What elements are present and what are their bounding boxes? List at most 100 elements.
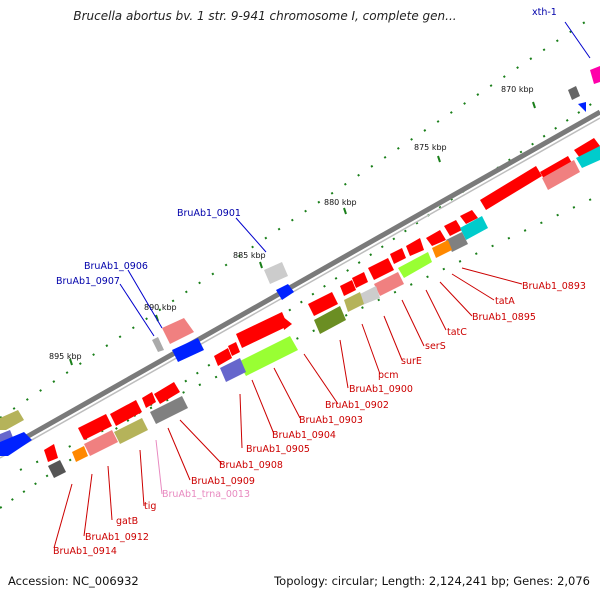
leader-0901	[235, 217, 267, 253]
label-xth1[interactable]: xth-1	[532, 7, 557, 18]
tick-label-895: 895 kbp	[49, 352, 82, 361]
gene-gatB[interactable]	[84, 430, 118, 456]
label-0908[interactable]: BruAb1_0908	[219, 460, 283, 471]
gene-0908b[interactable]	[142, 392, 156, 408]
leader-trna	[155, 439, 163, 495]
label-0907[interactable]: BruAb1_0907	[56, 276, 120, 287]
gene-870-blue[interactable]	[578, 102, 586, 112]
label-pcm[interactable]: pcm	[378, 370, 399, 381]
gene-pcm-olive[interactable]	[344, 292, 364, 312]
genome-summary-text: Topology: circular; Length: 2,124,241 bp…	[274, 574, 590, 588]
label-0905[interactable]: BruAb1_0905	[246, 444, 310, 455]
chromosome-backbone	[0, 109, 600, 459]
label-0903[interactable]: BruAb1_0903	[299, 415, 363, 426]
gene-0900[interactable]	[314, 306, 346, 334]
gene-tatA[interactable]	[460, 210, 478, 224]
leader-0914	[53, 483, 73, 549]
leader-0906	[127, 269, 163, 329]
gene-0912[interactable]	[72, 446, 88, 462]
gene-c-red[interactable]	[574, 138, 600, 158]
label-0904[interactable]: BruAb1_0904	[272, 430, 336, 441]
label-0901[interactable]: BruAb1_0901	[177, 208, 241, 219]
gene-orange[interactable]	[432, 240, 452, 258]
gene-red-3[interactable]	[390, 248, 406, 264]
label-0906[interactable]: BruAb1_0906	[84, 261, 148, 272]
tick-label-885: 885 kbp	[233, 251, 266, 260]
gene-xth1[interactable]	[590, 66, 600, 84]
gene-trna[interactable]	[110, 400, 142, 426]
gene-0895[interactable]	[444, 220, 462, 236]
leader-gatB	[107, 465, 113, 521]
leader-0903	[273, 367, 301, 419]
gene-0903[interactable]	[238, 336, 298, 376]
tick-885	[259, 261, 263, 269]
leader-tatC	[425, 289, 447, 331]
gene-0902-red[interactable]	[236, 312, 288, 348]
gene-serS[interactable]	[398, 252, 432, 278]
gene-0908[interactable]	[154, 382, 180, 404]
gene-red-5[interactable]	[352, 272, 368, 288]
gene-0900-red[interactable]	[308, 292, 338, 316]
gene-0893[interactable]	[480, 166, 542, 210]
gene-d-pink[interactable]	[542, 160, 580, 190]
gene-0914-red[interactable]	[44, 444, 58, 462]
gene-0914[interactable]	[48, 460, 66, 478]
leader-lines	[53, 21, 591, 549]
leader-0900	[339, 339, 349, 389]
gene-0904[interactable]	[220, 358, 246, 382]
gene-0905[interactable]	[214, 348, 232, 366]
gene-0901-arrow[interactable]	[276, 284, 294, 300]
gene-labels: xth-1 BruAb1_0901 BruAb1_0906 BruAb1_090…	[53, 7, 586, 557]
leader-0912	[83, 473, 93, 537]
gene-e-cyan[interactable]	[576, 146, 600, 168]
label-0914[interactable]: BruAb1_0914	[53, 546, 117, 557]
label-0895[interactable]: BruAb1_0895	[472, 312, 536, 323]
gene-surE[interactable]	[374, 272, 404, 296]
gene-0909[interactable]	[150, 396, 188, 424]
gene-895-blue[interactable]	[0, 432, 32, 456]
gene-serS-red[interactable]	[406, 238, 424, 256]
label-gatB[interactable]: gatB	[116, 516, 138, 527]
label-tatA[interactable]: tatA	[495, 296, 515, 307]
gene-cyan-2[interactable]	[460, 216, 488, 240]
leader-serS	[401, 299, 425, 347]
label-trna-0013[interactable]: BruAb1_trna_0013	[162, 489, 250, 500]
tick-870	[532, 101, 536, 109]
label-surE[interactable]: surE	[401, 356, 422, 367]
gene-870-gray[interactable]	[568, 86, 580, 100]
label-0900[interactable]: BruAb1_0900	[349, 384, 413, 395]
label-tatC[interactable]: tatC	[447, 327, 467, 338]
gene-surE-red[interactable]	[368, 258, 394, 280]
gene-tatC[interactable]	[426, 230, 446, 246]
gene-0902-arrow[interactable]	[282, 316, 292, 330]
gene-0901[interactable]	[264, 262, 288, 284]
label-0893[interactable]: BruAb1_0893	[522, 281, 586, 292]
inner-strand-genes	[44, 138, 600, 478]
tick-label-880: 880 kbp	[324, 198, 357, 207]
tick-875	[437, 155, 441, 163]
gene-895-olive[interactable]	[0, 410, 24, 430]
gene-tig[interactable]	[114, 418, 148, 444]
gene-890-blue[interactable]	[172, 338, 204, 362]
leader-0904	[251, 379, 275, 435]
gene-0907[interactable]	[152, 337, 164, 352]
outer-dotted-ring	[0, 21, 600, 509]
label-tig[interactable]: tig	[144, 501, 156, 512]
label-0909[interactable]: BruAb1_0909	[191, 476, 255, 487]
label-0912[interactable]: BruAb1_0912	[85, 532, 149, 543]
label-0902[interactable]: BruAb1_0902	[325, 400, 389, 411]
leader-0893	[461, 267, 523, 285]
outer-strand-genes	[0, 66, 600, 456]
gene-gray-2[interactable]	[446, 232, 468, 252]
gene-0905b[interactable]	[228, 342, 240, 356]
leader-xth1	[564, 21, 591, 59]
kbp-ticks: 870 kbp 875 kbp 880 kbp 885 kbp 890 kbp …	[49, 85, 536, 366]
leader-pcm	[361, 323, 381, 375]
gene-red-4[interactable]	[340, 280, 356, 296]
label-serS[interactable]: serS	[425, 341, 446, 352]
gene-0906[interactable]	[162, 318, 194, 344]
tick-label-875: 875 kbp	[414, 143, 447, 152]
gene-gatB-red[interactable]	[78, 414, 112, 440]
